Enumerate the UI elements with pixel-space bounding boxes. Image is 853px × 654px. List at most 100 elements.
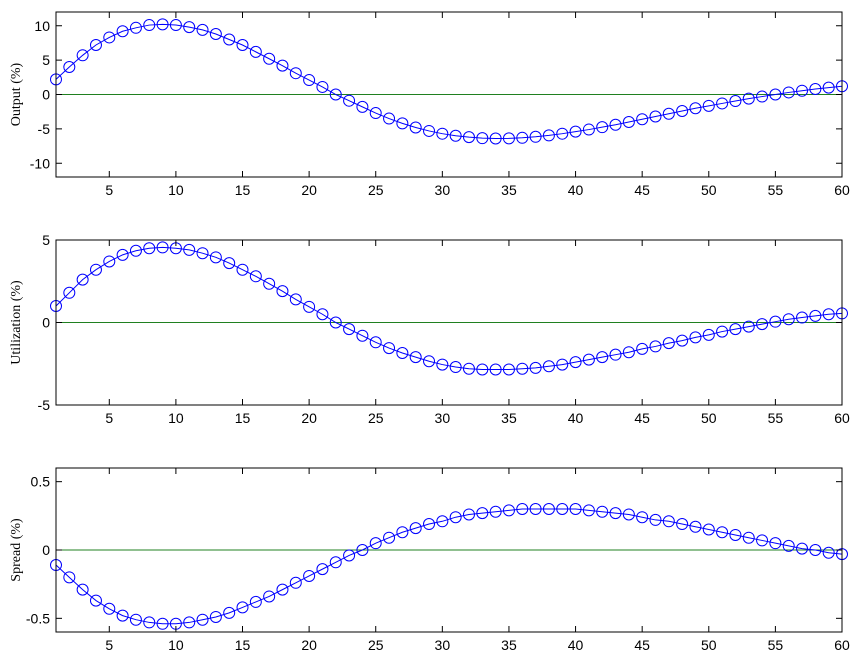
data-point [609, 348, 622, 361]
data-point [289, 293, 302, 306]
data-point [556, 358, 569, 371]
data-point [369, 537, 382, 550]
data-point [103, 255, 116, 268]
data-point [596, 351, 609, 364]
data-point [103, 31, 116, 44]
data-point [516, 503, 529, 515]
data-point [223, 257, 236, 270]
data-point [383, 531, 396, 544]
x-tick-label: 5 [105, 182, 113, 198]
x-tick-label: 30 [435, 182, 451, 198]
data-point [769, 537, 782, 550]
data-point [103, 602, 116, 615]
data-point [436, 358, 449, 371]
panel-spread: 5 10 15 20 25 30 35 40 45 50 55 60 -0.5 0 0.5 Spread (%… [9, 467, 850, 653]
data-point [249, 595, 262, 608]
data-point [476, 507, 489, 520]
data-point [556, 127, 569, 140]
data-point [116, 248, 129, 261]
data-point [449, 511, 462, 524]
x-tick-label: 60 [834, 410, 850, 426]
data-point [489, 132, 502, 145]
data-point [489, 363, 502, 376]
x-tick-label: 35 [501, 182, 517, 198]
data-point [622, 346, 635, 359]
data-point [423, 355, 436, 368]
data-point [356, 329, 369, 342]
x-tick-label: 20 [301, 637, 317, 653]
series-line-spread [55, 508, 843, 625]
data-point [289, 576, 302, 589]
data-point [436, 127, 449, 140]
data-point [476, 363, 489, 376]
y-axis-label: Utilization (%) [9, 280, 24, 365]
data-point [76, 49, 89, 62]
data-point [209, 610, 222, 623]
data-point [63, 286, 76, 299]
data-point [396, 117, 409, 130]
data-point [223, 606, 236, 619]
data-point [129, 613, 142, 626]
data-point [129, 244, 142, 257]
x-tick-label: 30 [435, 637, 451, 653]
x-tick-label: 15 [235, 637, 251, 653]
data-point [329, 316, 342, 329]
x-tick-label: 10 [168, 182, 184, 198]
data-point [756, 90, 769, 103]
y-tick-label: 0.5 [31, 474, 51, 490]
data-point [143, 242, 156, 255]
data-point [636, 511, 649, 524]
data-point [183, 243, 196, 256]
data-point [809, 83, 822, 95]
x-tick-label: 55 [768, 637, 784, 653]
data-point [782, 313, 795, 326]
data-point [756, 318, 769, 331]
data-point [796, 542, 809, 555]
data-point [316, 80, 329, 93]
panel-utilization: 5 10 15 20 25 30 35 40 45 50 55 60 -5 0 5 Utilization (… [9, 232, 850, 426]
data-point [276, 59, 289, 72]
data-point [129, 21, 142, 34]
data-point [236, 601, 249, 614]
x-tick-label: 15 [235, 182, 251, 198]
data-point [303, 569, 316, 582]
data-point [169, 19, 182, 32]
data-point [116, 609, 129, 622]
data-point [183, 21, 196, 34]
data-point [423, 124, 436, 137]
data-point [143, 19, 156, 32]
data-point [702, 328, 715, 341]
data-point [449, 361, 462, 374]
data-point [316, 563, 329, 576]
x-tick-label: 40 [568, 410, 584, 426]
data-point [622, 116, 635, 128]
data-point [462, 508, 475, 521]
x-tick-label: 50 [701, 410, 717, 426]
data-point [582, 504, 595, 517]
x-tick-label: 25 [368, 182, 384, 198]
data-point [742, 92, 755, 105]
data-point [649, 110, 662, 123]
x-tick-label: 50 [701, 637, 717, 653]
data-point [822, 81, 835, 94]
data-point [729, 323, 742, 336]
data-point [769, 315, 782, 328]
data-point [516, 362, 529, 375]
x-tick-label: 10 [168, 637, 184, 653]
data-point [303, 300, 316, 313]
data-point [356, 100, 369, 113]
data-point [596, 121, 609, 134]
y-axis-label: Spread (%) [9, 518, 24, 582]
data-point [822, 546, 835, 559]
x-tick-label: 55 [768, 410, 784, 426]
x-tick-label: 45 [634, 637, 650, 653]
data-point [369, 107, 382, 120]
data-point [742, 320, 755, 333]
data-point [476, 132, 489, 145]
data-point [462, 131, 475, 144]
data-point [343, 549, 356, 562]
data-point [156, 241, 169, 254]
data-point [423, 518, 436, 531]
data-point [409, 522, 422, 535]
data-point [209, 251, 222, 264]
